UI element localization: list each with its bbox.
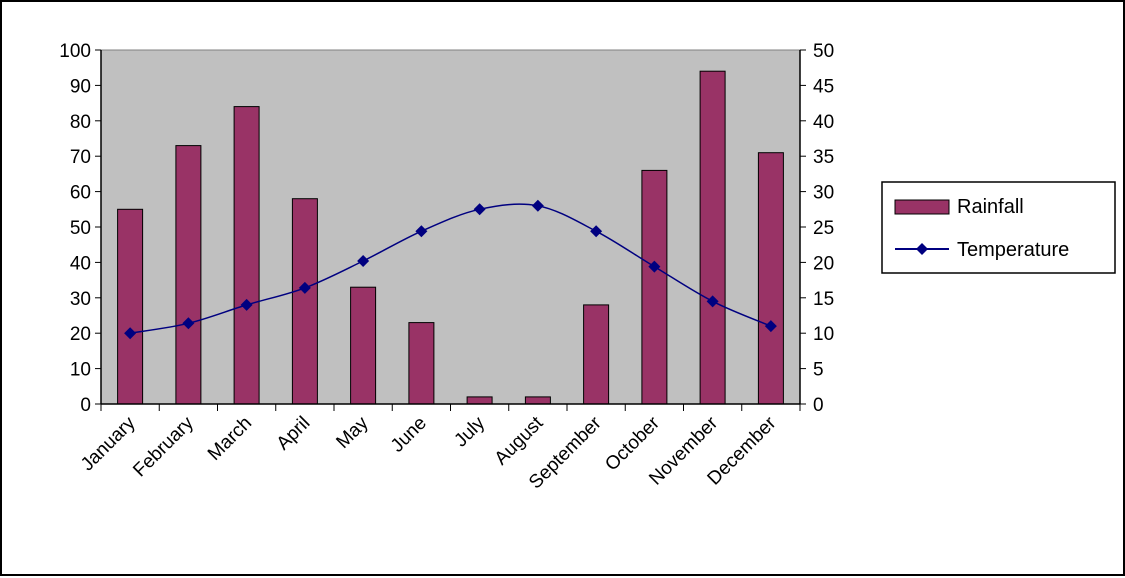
left-tick-label-70: 70 <box>70 147 91 168</box>
point-temperature-october <box>648 260 661 273</box>
bar-rainfall-march <box>233 106 260 405</box>
point-temperature-december <box>764 320 777 333</box>
x-category-label-july: July <box>450 412 489 451</box>
point-temperature-january <box>124 327 137 340</box>
left-tick-label-60: 60 <box>70 183 91 204</box>
legend-temperature-marker <box>916 243 928 255</box>
left-tick-label-10: 10 <box>70 360 91 381</box>
point-temperature-september <box>590 225 603 238</box>
right-tick-label-50: 50 <box>813 41 834 62</box>
left-tick-label-0: 0 <box>80 395 91 416</box>
left-tick-label-40: 40 <box>70 253 91 274</box>
bar-rainfall-november <box>699 70 726 405</box>
right-tick-label-15: 15 <box>813 289 834 310</box>
point-temperature-november <box>706 295 719 308</box>
x-category-label-march: March <box>204 413 256 465</box>
point-temperature-february <box>182 317 195 330</box>
right-tick-label-35: 35 <box>813 147 834 168</box>
left-tick-label-20: 20 <box>70 324 91 345</box>
x-category-label-august: August <box>491 412 548 469</box>
bar-rainfall-june <box>408 322 435 405</box>
point-temperature-june <box>415 225 428 238</box>
x-category-label-april: April <box>273 413 315 455</box>
left-tick-label-30: 30 <box>70 289 91 310</box>
legend: Rainfall Temperature <box>881 181 1116 274</box>
bar-rainfall-july <box>466 396 493 405</box>
bar-rainfall-august <box>524 396 551 405</box>
right-tick-label-5: 5 <box>813 360 824 381</box>
left-tick-label-90: 90 <box>70 76 91 97</box>
right-tick-label-25: 25 <box>813 218 834 239</box>
legend-box <box>881 181 1116 274</box>
legend-rainfall-swatch <box>894 199 950 215</box>
x-category-label-february: February <box>129 412 198 481</box>
legend-temperature-label: Temperature <box>957 239 1069 261</box>
right-tick-label-45: 45 <box>813 76 834 97</box>
plot-area <box>100 49 801 405</box>
bar-rainfall-september <box>583 304 610 405</box>
right-tick-label-20: 20 <box>813 253 834 274</box>
point-temperature-april <box>298 281 311 294</box>
right-tick-label-10: 10 <box>813 324 834 345</box>
temperature-line-layer <box>124 199 777 340</box>
bar-rainfall-february <box>175 145 202 405</box>
bar-rainfall-may <box>350 286 377 405</box>
point-temperature-august <box>531 199 544 212</box>
point-temperature-march <box>240 298 253 311</box>
left-tick-label-80: 80 <box>70 112 91 133</box>
point-temperature-july <box>473 203 486 216</box>
right-tick-label-30: 30 <box>813 183 834 204</box>
x-category-label-may: May <box>332 412 373 453</box>
bars-layer <box>117 70 784 405</box>
x-category-label-june: June <box>387 413 431 457</box>
left-tick-label-50: 50 <box>70 218 91 239</box>
bar-rainfall-january <box>117 208 144 405</box>
point-temperature-may <box>357 254 370 267</box>
left-tick-label-100: 100 <box>59 41 91 62</box>
bar-rainfall-december <box>757 152 784 405</box>
bar-rainfall-october <box>641 169 668 405</box>
right-tick-label-40: 40 <box>813 112 834 133</box>
right-tick-label-0: 0 <box>813 395 824 416</box>
legend-rainfall-label: Rainfall <box>957 196 1024 218</box>
bar-rainfall-april <box>291 198 318 405</box>
